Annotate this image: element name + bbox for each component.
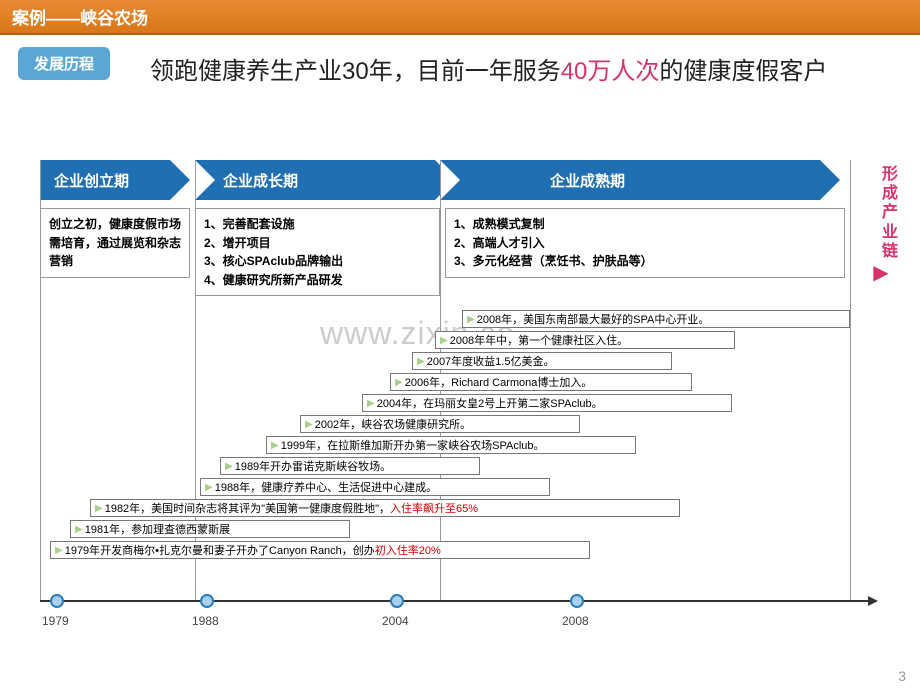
bullet-icon: ▶ xyxy=(205,482,213,493)
bullet-icon: ▶ xyxy=(395,377,403,388)
bullet-icon: ▶ xyxy=(271,440,279,451)
bullet-icon: ▶ xyxy=(75,524,83,535)
tag-badge: 发展历程 xyxy=(18,47,110,80)
desc-box-1: 创立之初，健康度假市场需培育，通过展览和杂志营销 xyxy=(40,208,190,278)
headline-suffix: 的健康度假客户 xyxy=(659,58,827,85)
tick-marker xyxy=(390,594,404,608)
event-bar: ▶1981年，参加理查德西蒙斯展 xyxy=(70,520,350,538)
bullet-icon: ▶ xyxy=(417,356,425,367)
tick-marker xyxy=(50,594,64,608)
bullet-icon: ▶ xyxy=(367,398,375,409)
event-bar: ▶1979年开发商梅尔•扎克尔曼和妻子开办了Canyon Ranch，创办初入住… xyxy=(50,541,590,559)
event-bar: ▶1988年，健康疗养中心、生活促进中心建成。 xyxy=(200,478,550,496)
bullet-icon: ▶ xyxy=(305,419,313,430)
event-bar: ▶1999年，在拉斯维加斯开办第一家峡谷农场SPAclub。 xyxy=(266,436,636,454)
headline: 领跑健康养生产业30年，目前一年服务40万人次的健康度假客户 xyxy=(150,56,827,88)
event-bar: ▶2006年，Richard Carmona博士加入。 xyxy=(390,373,692,391)
bullet-icon: ▶ xyxy=(55,545,63,556)
side-arrow-icon: ▶ xyxy=(868,260,892,284)
bullet-icon: ▶ xyxy=(467,314,475,325)
event-bar: ▶2008年，美国东南部最大最好的SPA中心开业。 xyxy=(462,310,850,328)
phase-arrow-3: 企业成熟期 xyxy=(440,160,820,200)
headline-highlight: 40万人次 xyxy=(561,58,660,85)
header-bar: 案例——峡谷农场 xyxy=(0,0,920,35)
phase-arrow-2: 企业成长期 xyxy=(195,160,435,200)
event-bar: ▶2004年，在玛丽女皇2号上开第二家SPAclub。 xyxy=(362,394,732,412)
event-bar: ▶1989年开办雷诺克斯峡谷牧场。 xyxy=(220,457,480,475)
timeline-diagram: 企业创立期 企业成长期 企业成熟期 形成产业链 ▶ 创立之初，健康度假市场需培育… xyxy=(40,160,870,620)
tick-label: 2008 xyxy=(562,614,589,628)
grid-line xyxy=(850,160,851,600)
event-bar: ▶1982年，美国时间杂志将其评为"美国第一健康度假胜地"，入住率飙升至65% xyxy=(90,499,680,517)
event-bar: ▶2002年，峡谷农场健康研究所。 xyxy=(300,415,580,433)
header-title: 案例——峡谷农场 xyxy=(12,9,148,28)
page-number: 3 xyxy=(898,668,906,684)
bullet-icon: ▶ xyxy=(225,461,233,472)
tick-marker xyxy=(200,594,214,608)
event-bar: ▶2007年度收益1.5亿美金。 xyxy=(412,352,672,370)
side-label: 形成产业链 xyxy=(880,165,900,261)
timeline-axis xyxy=(40,600,870,602)
phase-label-3: 企业成熟期 xyxy=(550,170,625,191)
desc-box-2: 1、完善配套设施2、增开项目3、核心SPAclub品牌输出4、健康研究所新产品研… xyxy=(195,208,440,296)
phase-label-2: 企业成长期 xyxy=(223,170,298,191)
event-bar: ▶2008年年中，第一个健康社区入住。 xyxy=(435,331,735,349)
bullet-icon: ▶ xyxy=(440,335,448,346)
desc-box-3: 1、成熟模式复制2、高端人才引入3、多元化经营（烹饪书、护肤品等） xyxy=(445,208,845,278)
tick-label: 1979 xyxy=(42,614,69,628)
tick-label: 1988 xyxy=(192,614,219,628)
tick-label: 2004 xyxy=(382,614,409,628)
grid-line xyxy=(40,160,41,600)
tick-marker xyxy=(570,594,584,608)
headline-prefix: 领跑健康养生产业30年，目前一年服务 xyxy=(150,58,561,85)
phase-label-1: 企业创立期 xyxy=(54,170,129,191)
phase-arrow-1: 企业创立期 xyxy=(40,160,170,200)
bullet-icon: ▶ xyxy=(95,503,103,514)
